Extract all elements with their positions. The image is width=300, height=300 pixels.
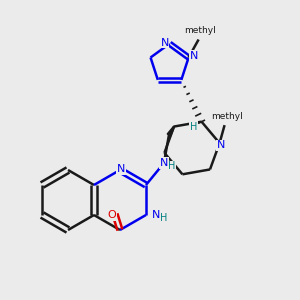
Text: H: H [168,161,175,171]
Text: N: N [189,50,198,61]
Text: N: N [152,210,160,220]
Text: H: H [160,213,168,223]
Text: N: N [160,38,169,48]
Text: methyl: methyl [184,26,215,35]
Text: O: O [108,210,116,220]
Text: N: N [117,164,125,174]
Text: H: H [190,122,197,132]
Text: N: N [216,140,225,150]
Text: methyl: methyl [211,112,242,121]
Polygon shape [167,126,174,136]
Text: N: N [160,158,168,168]
